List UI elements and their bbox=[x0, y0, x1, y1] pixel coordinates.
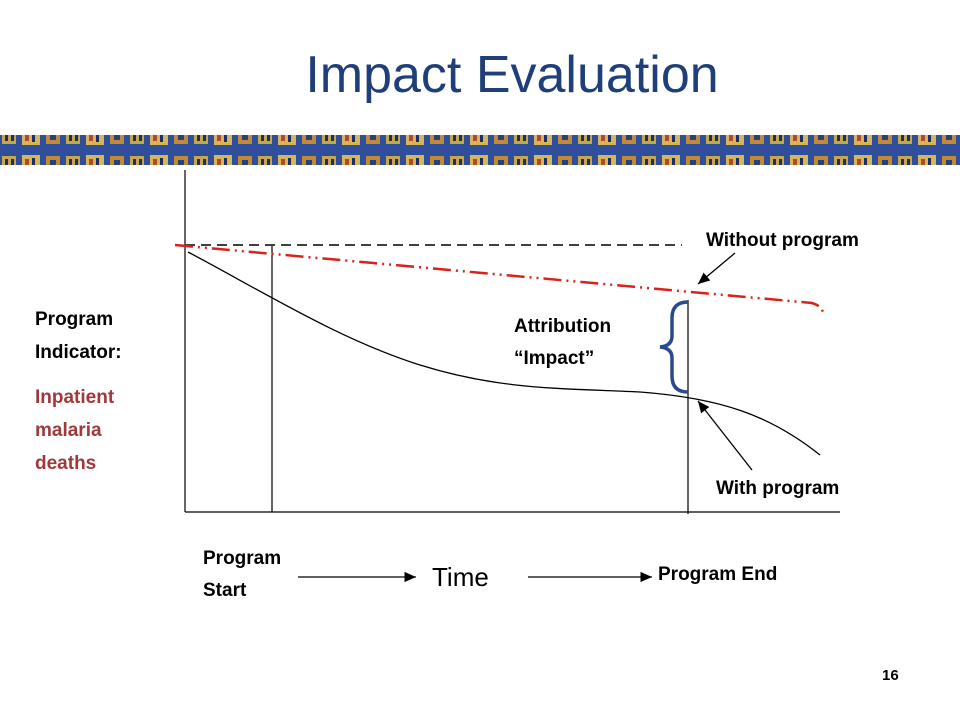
label: Indicator: bbox=[35, 342, 122, 363]
title: Impact Evaluation bbox=[305, 46, 718, 104]
label: Attribution bbox=[514, 316, 611, 337]
label: Program bbox=[35, 309, 113, 330]
page-number: 16 bbox=[882, 667, 899, 684]
label: Program bbox=[203, 548, 281, 569]
label: With program bbox=[716, 478, 839, 499]
label: “Impact” bbox=[514, 348, 594, 369]
label: Inpatient bbox=[35, 387, 115, 408]
without-program-line bbox=[174, 243, 825, 314]
label: Time bbox=[432, 562, 489, 592]
label: malaria bbox=[35, 420, 102, 441]
label: deaths bbox=[35, 453, 96, 474]
arrow bbox=[697, 400, 753, 471]
label: Program End bbox=[658, 564, 777, 585]
impact-brace bbox=[659, 300, 689, 394]
label: Without program bbox=[706, 230, 859, 251]
decorative-band bbox=[0, 135, 960, 165]
with-program-curve bbox=[187, 251, 821, 456]
arrow bbox=[697, 252, 736, 285]
label: Start bbox=[203, 580, 247, 601]
